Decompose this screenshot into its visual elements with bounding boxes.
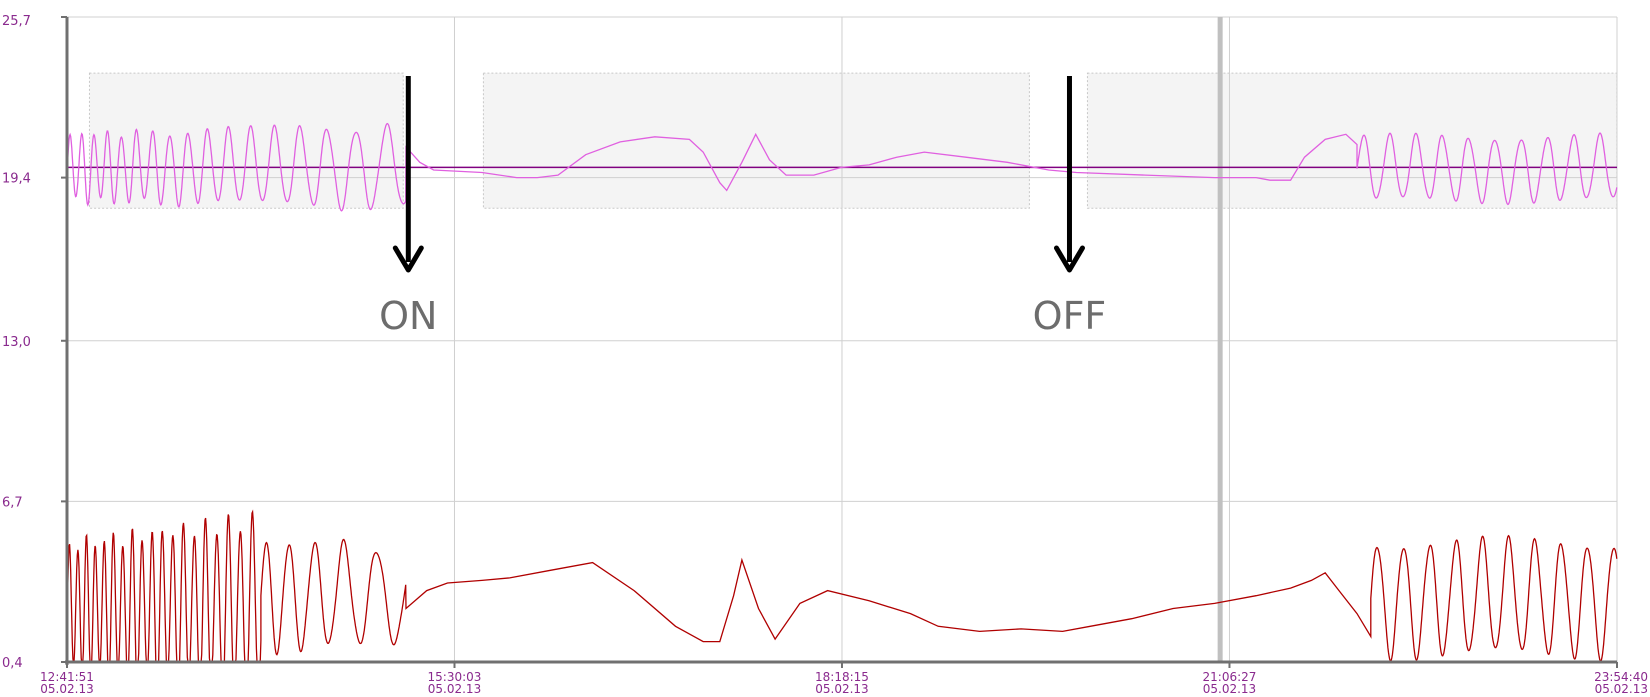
- x-tick-time-1: 15:30:03: [428, 670, 482, 684]
- highlight-band-1: [88, 72, 404, 209]
- x-tick-date-3: 05.02.13: [1203, 682, 1256, 696]
- highlight-band-2: [482, 72, 1030, 209]
- tick-group: 25,719,413,06,70,412:41:5105.02.1315:30:…: [2, 14, 1648, 696]
- x-tick-date-0: 05.02.13: [40, 682, 93, 696]
- x-tick-date-4: 05.02.13: [1595, 682, 1648, 696]
- y-tick-label-1: 19,4: [2, 172, 31, 187]
- y-tick-label-2: 13,0: [2, 335, 31, 350]
- arrow-off-head: [1053, 245, 1085, 273]
- x-tick-time-0: 12:41:51: [40, 670, 94, 684]
- series-line-1: [66, 122, 1618, 212]
- annotation-on: ON: [379, 294, 437, 338]
- x-tick-time-3: 21:06:27: [1203, 670, 1257, 684]
- axes-group: [61, 16, 1619, 668]
- band-group: [88, 72, 1618, 209]
- y-tick-label-4: 0,4: [2, 656, 23, 671]
- x-tick-date-2: 05.02.13: [815, 682, 868, 696]
- x-tick-time-2: 18:18:15: [815, 670, 869, 684]
- y-tick-label-3: 6,7: [2, 495, 23, 510]
- x-tick-time-4: 23:54:40: [1594, 670, 1648, 684]
- y-tick-label-0: 25,7: [2, 14, 31, 29]
- x-tick-date-1: 05.02.13: [428, 682, 481, 696]
- annotation-group: ON OFF: [379, 76, 1106, 338]
- annotation-off: OFF: [1033, 294, 1107, 338]
- arrow-on-head: [392, 245, 424, 273]
